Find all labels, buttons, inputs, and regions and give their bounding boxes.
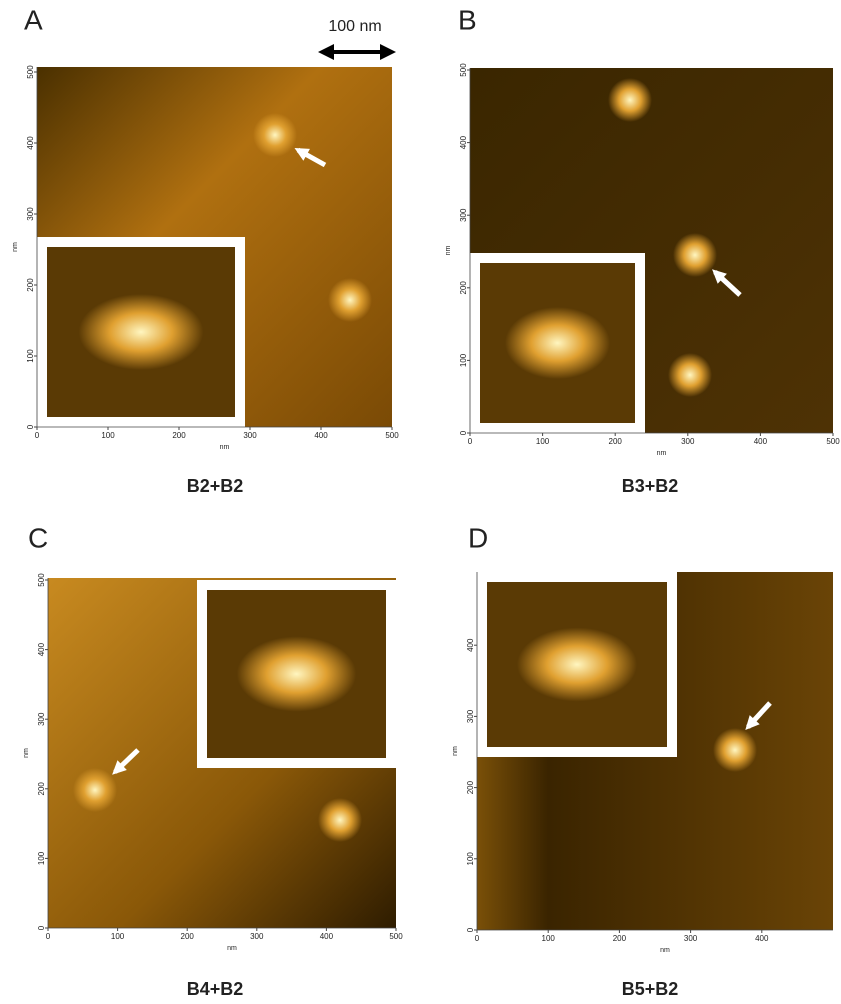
scale-bar-label: 100 nm — [328, 18, 381, 35]
caption: B3+B2 — [622, 476, 679, 496]
caption: B5+B2 — [622, 979, 679, 999]
molecule — [73, 768, 117, 812]
y-tick-label: 400 — [26, 136, 35, 150]
molecule — [253, 113, 297, 157]
x-tick-label: 500 — [389, 932, 403, 941]
x-axis-label: nm — [227, 945, 237, 952]
panel-label: B — [458, 4, 477, 35]
y-tick-label: 0 — [466, 927, 475, 932]
y-axis-label: nm — [445, 245, 452, 255]
x-tick-label: 200 — [181, 932, 195, 941]
y-tick-label: 400 — [466, 638, 475, 652]
x-tick-label: 500 — [385, 431, 399, 440]
x-tick-label: 200 — [613, 934, 627, 943]
x-tick-label: 100 — [101, 431, 115, 440]
x-tick-label: 200 — [609, 437, 623, 446]
x-tick-label: 300 — [684, 934, 698, 943]
y-tick-label: 200 — [37, 782, 46, 796]
y-tick-label: 500 — [459, 63, 468, 77]
panel-label: D — [468, 522, 488, 553]
x-tick-label: 300 — [250, 932, 264, 941]
y-tick-label: 300 — [459, 208, 468, 222]
x-tick-label: 200 — [172, 431, 186, 440]
y-tick-label: 400 — [459, 135, 468, 149]
x-tick-label: 100 — [542, 934, 556, 943]
y-tick-label: 300 — [26, 207, 35, 221]
x-tick-label: 0 — [46, 932, 51, 941]
y-axis-label: nm — [12, 242, 19, 252]
y-tick-label: 400 — [37, 642, 46, 656]
x-tick-label: 100 — [536, 437, 550, 446]
y-tick-label: 300 — [37, 712, 46, 726]
caption: B2+B2 — [187, 476, 244, 496]
y-axis-label: nm — [452, 746, 459, 756]
y-tick-label: 200 — [466, 780, 475, 794]
molecule — [328, 278, 372, 322]
x-tick-label: 400 — [314, 431, 328, 440]
panel-label: A — [24, 4, 43, 35]
y-axis-label: nm — [23, 748, 30, 758]
inset-molecule — [79, 294, 204, 370]
molecule — [673, 233, 717, 277]
y-tick-label: 100 — [459, 353, 468, 367]
molecule — [668, 353, 712, 397]
x-tick-label: 300 — [681, 437, 695, 446]
y-tick-label: 0 — [37, 925, 46, 930]
y-tick-label: 100 — [37, 851, 46, 865]
inset-molecule — [237, 636, 356, 711]
y-tick-label: 0 — [26, 424, 35, 429]
x-tick-label: 300 — [243, 431, 257, 440]
panel-label: C — [28, 522, 48, 553]
molecule — [713, 728, 757, 772]
y-tick-label: 300 — [466, 709, 475, 723]
inset-molecule — [505, 307, 610, 379]
inset-molecule — [517, 628, 637, 702]
y-tick-label: 100 — [26, 349, 35, 363]
x-axis-label: nm — [657, 450, 667, 457]
x-tick-label: 400 — [320, 932, 334, 941]
x-tick-label: 0 — [35, 431, 40, 440]
x-tick-label: 0 — [475, 934, 480, 943]
y-tick-label: 200 — [26, 278, 35, 292]
x-tick-label: 100 — [111, 932, 125, 941]
y-tick-label: 0 — [459, 430, 468, 435]
figure: A B C D 100 nm 0 100 200 300 400 500 0 100 200 30… — [0, 0, 841, 1004]
y-tick-label: 500 — [26, 65, 35, 79]
y-tick-label: 500 — [37, 573, 46, 587]
x-axis-label: nm — [220, 444, 230, 451]
molecule — [318, 798, 362, 842]
x-tick-label: 400 — [754, 437, 768, 446]
x-tick-label: 500 — [826, 437, 840, 446]
molecule — [608, 78, 652, 122]
x-axis-label: nm — [660, 947, 670, 954]
x-tick-label: 400 — [755, 934, 769, 943]
x-tick-label: 0 — [468, 437, 473, 446]
caption: B4+B2 — [187, 979, 244, 999]
y-tick-label: 100 — [466, 852, 475, 866]
y-tick-label: 200 — [459, 281, 468, 295]
